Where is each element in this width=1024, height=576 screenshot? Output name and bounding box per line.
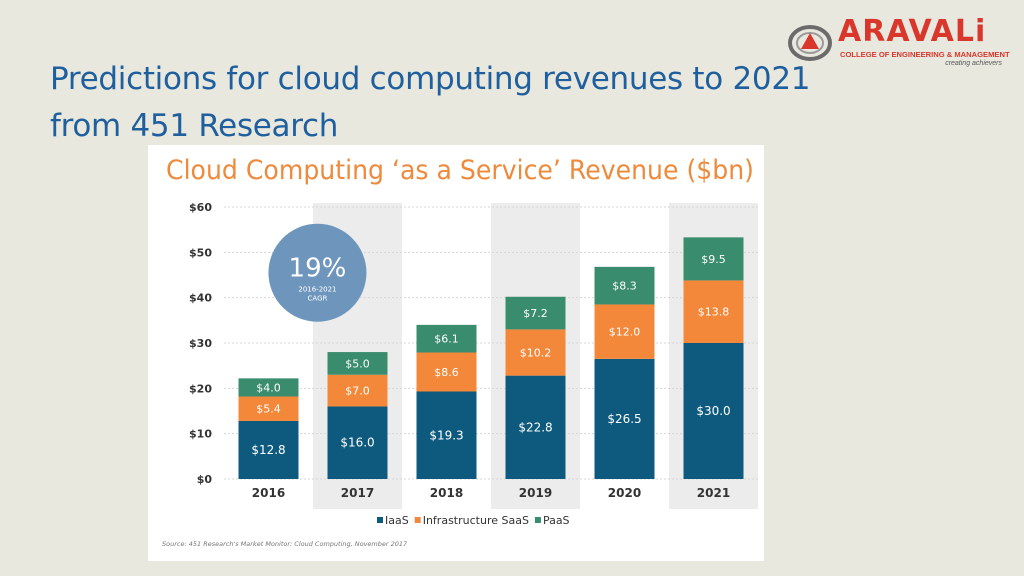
y-tick-label: $40 (189, 292, 212, 305)
logo-subtitle: COLLEGE OF ENGINEERING & MANAGEMENT (840, 50, 1010, 59)
data-label: $19.3 (429, 428, 463, 442)
college-logo: ARAVALi COLLEGE OF ENGINEERING & MANAGEM… (788, 14, 1010, 76)
chart-title: Cloud Computing ‘as a Service’ Revenue (… (166, 155, 754, 186)
y-tick-label: $30 (189, 337, 212, 350)
logo-tagline: creating achievers (945, 60, 1002, 67)
y-tick-label: $50 (189, 246, 212, 259)
x-tick-label: 2016 (252, 486, 285, 500)
y-tick-label: $10 (189, 428, 212, 441)
data-label: $13.8 (698, 306, 730, 319)
legend-swatch (534, 517, 541, 523)
bar-segment (505, 296, 566, 330)
legend-swatch (414, 517, 421, 523)
y-tick-label: $0 (197, 473, 213, 486)
data-label: $12.8 (251, 443, 285, 457)
data-label: $4.0 (256, 381, 281, 394)
bar-segment (238, 420, 299, 479)
bar-segment (594, 266, 655, 305)
cagr-bubble (268, 223, 367, 322)
logo-name: ARAVALi (838, 14, 987, 49)
bar-segment (683, 237, 744, 281)
data-label: $5.4 (256, 403, 281, 416)
data-label: $8.6 (434, 366, 459, 379)
legend-label: PaaS (543, 514, 570, 527)
logo-emblem-icon (788, 25, 832, 61)
x-tick-label: 2017 (341, 486, 374, 500)
data-label: $22.8 (518, 420, 552, 434)
data-label: $12.0 (609, 326, 641, 339)
legend-swatch (377, 517, 383, 523)
bar-segment (505, 329, 566, 376)
bar-segment (594, 358, 655, 479)
x-tick-label: 2020 (608, 486, 641, 500)
slide-title: Predictions for cloud computing revenues… (50, 56, 850, 150)
cagr-value: 19% (289, 254, 347, 284)
bar-segment (594, 304, 655, 359)
bar-segment (238, 396, 299, 421)
bar-segment (327, 406, 388, 479)
data-label: $5.0 (345, 357, 370, 370)
data-label: $10.2 (520, 347, 552, 360)
y-tick-label: $60 (189, 201, 212, 214)
bar-segment (238, 378, 299, 397)
data-label: $7.0 (345, 385, 370, 398)
data-label: $16.0 (340, 436, 374, 450)
cagr-line1: 2016-2021 (298, 286, 336, 294)
data-label: $6.1 (434, 333, 459, 346)
legend-label: Infrastructure SaaS (423, 514, 529, 527)
bar-segment (505, 375, 566, 479)
x-tick-label: 2021 (697, 486, 730, 500)
bar-segment (416, 324, 477, 353)
bar-segment (416, 352, 477, 392)
y-tick-label: $20 (189, 382, 212, 395)
x-tick-label: 2018 (430, 486, 463, 500)
chart-panel: Cloud Computing ‘as a Service’ Revenue (… (148, 145, 764, 561)
data-label: $30.0 (696, 404, 730, 418)
bar-segment (683, 280, 744, 343)
data-label: $8.3 (612, 280, 637, 293)
data-label: $26.5 (607, 412, 641, 426)
stacked-bar-chart: Cloud Computing ‘as a Service’ Revenue (… (162, 155, 758, 548)
bar-segment (683, 343, 744, 479)
source-note: Source: 451 Research's Market Monitor: C… (162, 540, 408, 548)
slide-title-line2: from 451 Research (50, 108, 339, 144)
bar-segment (327, 374, 388, 407)
cagr-line2: CAGR (308, 295, 328, 303)
data-label: $7.2 (523, 307, 548, 320)
bar-segment (416, 391, 477, 479)
slide-title-line1: Predictions for cloud computing revenues… (50, 61, 811, 97)
x-tick-label: 2019 (519, 486, 552, 500)
bar-segment (327, 352, 388, 375)
legend-label: IaaS (385, 514, 409, 527)
data-label: $9.5 (701, 253, 726, 266)
